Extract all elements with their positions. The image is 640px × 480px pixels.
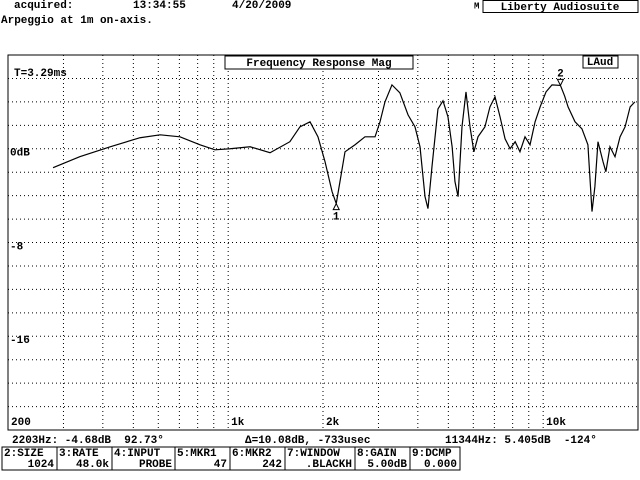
acquired-label: acquired:	[14, 0, 73, 12]
function-key-value[interactable]: 48.0k	[76, 459, 109, 471]
function-key-value[interactable]: 0.000	[424, 459, 457, 471]
title-box	[224, 55, 414, 70]
mode: M	[474, 1, 479, 11]
function-key[interactable]	[409, 446, 461, 471]
time: 13:34:55	[133, 0, 186, 12]
badge-box	[582, 55, 619, 69]
marker1-readout: 2203Hz: -4.68dB 92.73°	[12, 435, 164, 447]
function-key-name[interactable]: 3:RATE	[59, 448, 99, 460]
annotation: T=3.29ms	[14, 68, 67, 80]
function-key-value[interactable]: 47	[214, 459, 227, 471]
marker	[332, 202, 341, 211]
function-key-name[interactable]: 6:MKR2	[232, 448, 272, 460]
app-box	[482, 0, 639, 13]
badge: LAud	[587, 57, 613, 69]
x-tick-label: 1k	[231, 417, 245, 429]
function-key-value[interactable]: PROBE	[139, 459, 172, 471]
y-tick-label: 0dB	[10, 148, 30, 160]
marker	[556, 78, 565, 87]
x-tick-label: 200	[11, 417, 31, 429]
function-key-name[interactable]: 9:DCMP	[412, 448, 452, 460]
function-key-name[interactable]: 7:WINDOW	[287, 448, 340, 460]
function-key-name[interactable]: 8:GAIN	[357, 448, 397, 460]
date: 4/20/2009	[232, 0, 291, 12]
y-tick-label: -16	[10, 335, 30, 347]
function-key-name[interactable]: 4:INPUT	[114, 448, 161, 460]
function-key-value[interactable]: .BLACKH	[306, 459, 352, 471]
function-key-name[interactable]: 5:MKR1	[177, 448, 217, 460]
description: Arpeggio at 1m on-axis.	[1, 15, 153, 27]
x-tick-label: 2k	[326, 417, 340, 429]
marker-label: 1	[333, 212, 340, 224]
chart-title: Frequency Response Mag	[246, 58, 391, 70]
plot: 200 1k 2k 10k 0dB -8 -16 1 2	[7, 54, 639, 430]
marker2-readout: 11344Hz: 5.405dB -124°	[445, 435, 597, 447]
y-tick-label: -8	[10, 241, 24, 253]
response-curve	[52, 83, 636, 212]
function-key-value[interactable]: 5.00dB	[367, 459, 407, 471]
function-key-name[interactable]: 2:SIZE	[4, 448, 44, 460]
delta-readout: Δ=10.08dB, -733usec	[245, 435, 370, 447]
app-name: Liberty Audiosuite	[501, 2, 620, 14]
function-key-value[interactable]: 1024	[28, 459, 55, 471]
x-tick-label: 10k	[546, 417, 566, 429]
function-key-value[interactable]: 242	[262, 459, 282, 471]
marker-label: 2	[557, 68, 564, 80]
